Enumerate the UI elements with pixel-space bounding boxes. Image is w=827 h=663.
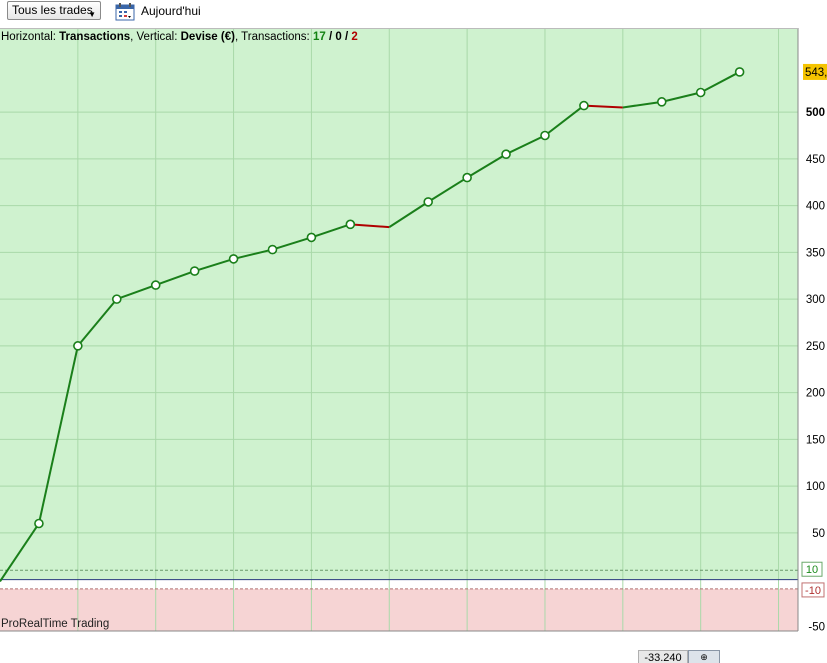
data-point <box>73 341 83 351</box>
data-point <box>423 197 433 207</box>
gain-segment <box>0 522 40 583</box>
separator-1: / <box>325 31 336 43</box>
gain-segment <box>194 257 234 273</box>
data-point <box>734 67 745 77</box>
lower-band-tag <box>801 582 825 598</box>
data-point <box>228 254 239 264</box>
equity-chart: 02468101214161820-5050100150200250300350… <box>0 28 827 633</box>
gain-segment <box>544 104 585 137</box>
gain-segment <box>77 298 118 347</box>
y-tick-label: 100 <box>806 481 825 493</box>
vertical-value: Devise (€) <box>180 31 235 43</box>
gain-segment <box>622 100 662 109</box>
y-tick-label: 500 <box>806 107 825 119</box>
y-tick-label: 50 <box>812 528 825 540</box>
gain-segment <box>427 176 468 203</box>
data-point <box>34 518 44 529</box>
neutral-zone <box>0 579 798 589</box>
chart-info-line: Horizontal: Transactions, Vertical: Devi… <box>1 31 358 43</box>
gain-segment <box>311 223 351 239</box>
globe-icon[interactable]: ⊕ <box>688 650 720 663</box>
data-point <box>540 130 550 141</box>
separator-2: / <box>341 31 352 43</box>
toolbar: Tous les trades ▼ Aujourd'hui <box>0 0 827 28</box>
calendar-icon[interactable] <box>115 2 135 21</box>
data-point <box>111 294 122 304</box>
gain-segment <box>700 71 741 94</box>
data-point <box>345 219 356 230</box>
gain-segment <box>505 134 546 156</box>
data-point <box>189 266 200 276</box>
data-point <box>656 97 667 107</box>
y-tick-label: 250 <box>806 341 825 353</box>
gain-segment <box>272 236 312 251</box>
bottom-value-readout: -33.240 <box>638 650 688 663</box>
gain-segment <box>661 91 701 103</box>
data-point <box>501 149 511 160</box>
gain-segment <box>388 201 429 228</box>
losing-trades-count: 2 <box>351 31 358 43</box>
y-tick-label: -50 <box>808 621 825 633</box>
chevron-down-icon: ▼ <box>88 10 96 19</box>
transactions-prefix: , Transactions: <box>234 31 313 43</box>
today-button[interactable]: Aujourd'hui <box>141 4 201 18</box>
y-tick-label: 300 <box>806 294 825 306</box>
gain-segment <box>37 345 79 524</box>
gain-segment <box>155 270 195 287</box>
winning-trades-count: 17 <box>312 31 326 43</box>
y-tick-label: 150 <box>806 434 825 446</box>
loss-zone <box>0 588 798 631</box>
gain-segment <box>116 284 157 301</box>
gain-segment <box>466 153 507 179</box>
data-point <box>306 232 317 243</box>
data-point <box>150 280 161 290</box>
upper-band-tag <box>801 561 823 577</box>
upper-band-label: 10 <box>806 564 818 576</box>
y-tick-label: 350 <box>806 247 825 259</box>
neutral-trades-count: 0 <box>335 31 342 43</box>
data-point <box>579 100 589 111</box>
profit-zone <box>0 28 798 580</box>
loss-segment <box>350 223 390 229</box>
trade-filter-dropdown[interactable]: Tous les trades ▼ <box>7 1 101 20</box>
data-point <box>462 172 472 183</box>
y-tick-label: 200 <box>806 388 825 400</box>
vertical-prefix: , Vertical: <box>130 31 181 43</box>
loss-segment <box>583 104 623 109</box>
data-point <box>695 87 706 98</box>
y-tick-label: 450 <box>806 154 825 166</box>
last-value-tag <box>803 63 827 80</box>
lower-band-label: -10 <box>805 585 821 597</box>
y-tick-label: 400 <box>806 201 825 213</box>
horizontal-value: Transactions <box>59 31 131 43</box>
last-value-label: 543, <box>805 67 827 79</box>
trade-filter-label: Tous les trades <box>12 3 93 17</box>
horizontal-prefix: Horizontal: <box>1 31 60 43</box>
watermark: ProRealTime Trading <box>1 618 110 630</box>
data-point <box>267 244 278 255</box>
gain-segment <box>233 248 273 260</box>
